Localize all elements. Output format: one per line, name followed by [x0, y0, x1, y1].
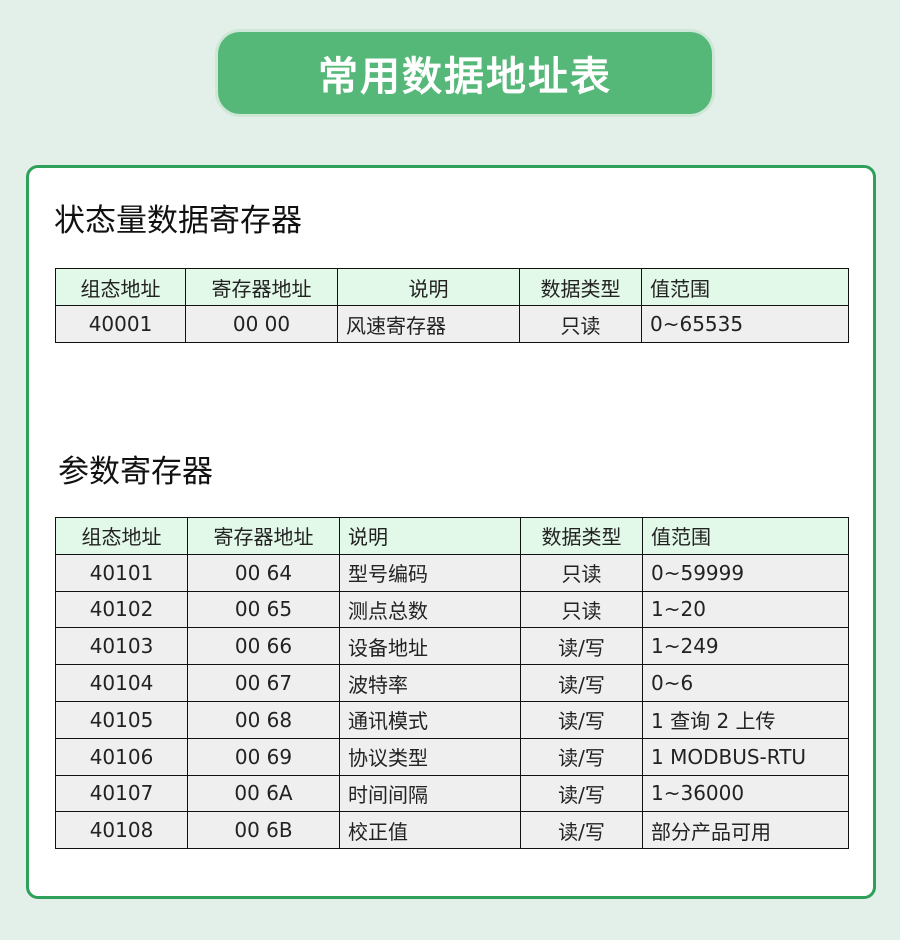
- table-cell: 00 6B: [187, 811, 340, 850]
- table-cell: 1 MODBUS-RTU: [642, 737, 849, 776]
- table-cell: 00 67: [187, 664, 340, 702]
- param-section-heading: 参数寄存器: [58, 454, 213, 490]
- page-title: 常用数据地址表: [218, 32, 712, 114]
- column-header: 组态地址: [55, 517, 188, 555]
- table-cell: 0~65535: [641, 305, 849, 343]
- column-header: 寄存器地址: [185, 268, 338, 306]
- table-cell: 读/写: [520, 627, 643, 666]
- column-header: 寄存器地址: [187, 517, 340, 555]
- table-cell: 校正值: [339, 811, 521, 850]
- table-header-row: 组态地址 寄存器地址 说明 数据类型 值范围: [55, 268, 849, 306]
- table-cell: 40101: [55, 553, 188, 592]
- table-cell: 40103: [55, 627, 188, 666]
- table-cell: 40107: [55, 774, 188, 813]
- status-register-table: 组态地址 寄存器地址 说明 数据类型 值范围 40001 00 00 风速寄存器 只读 0~655…: [55, 268, 849, 343]
- table-cell: 00 66: [187, 627, 340, 666]
- table-cell: 0~6: [642, 664, 849, 702]
- table-cell: 40108: [55, 811, 188, 850]
- table-cell: 风速寄存器: [337, 305, 520, 343]
- table-row: 40104 00 67 波特率 读/写 0~6: [55, 664, 849, 702]
- table-cell: 型号编码: [339, 553, 521, 592]
- table-cell: 协议类型: [339, 737, 521, 776]
- table-row: 40103 00 66 设备地址 读/写 1~249: [55, 627, 849, 666]
- table-cell: 读/写: [520, 737, 643, 776]
- table-row: 40102 00 65 测点总数 只读 1~20: [55, 590, 849, 629]
- column-header: 说明: [337, 268, 520, 306]
- table-cell: 1~36000: [642, 774, 849, 813]
- table-cell: 时间间隔: [339, 774, 521, 813]
- column-header: 值范围: [641, 268, 849, 306]
- table-row: 40106 00 69 协议类型 读/写 1 MODBUS-RTU: [55, 737, 849, 776]
- table-cell: 40001: [55, 305, 186, 343]
- table-cell: 读/写: [520, 774, 643, 813]
- table-cell: 波特率: [339, 664, 521, 702]
- table-cell: 00 6A: [187, 774, 340, 813]
- table-header-row: 组态地址 寄存器地址 说明 数据类型 值范围: [55, 517, 849, 555]
- table-cell: 1 查询 2 上传: [642, 700, 849, 739]
- table-cell: 00 00: [185, 305, 338, 343]
- table-cell: 读/写: [520, 700, 643, 739]
- table-cell: 40104: [55, 664, 188, 702]
- table-cell: 0~59999: [642, 553, 849, 592]
- status-section-heading: 状态量数据寄存器: [54, 203, 302, 239]
- table-cell: 设备地址: [339, 627, 521, 666]
- column-header: 数据类型: [520, 517, 643, 555]
- table-cell: 通讯模式: [339, 700, 521, 739]
- table-row: 40001 00 00 风速寄存器 只读 0~65535: [55, 305, 849, 343]
- table-cell: 00 69: [187, 737, 340, 776]
- table-cell: 只读: [520, 553, 643, 592]
- table-cell: 读/写: [520, 664, 643, 702]
- table-cell: 00 64: [187, 553, 340, 592]
- table-cell: 00 65: [187, 590, 340, 629]
- table-cell: 只读: [520, 590, 643, 629]
- table-cell: 1~249: [642, 627, 849, 666]
- table-row: 40101 00 64 型号编码 只读 0~59999: [55, 553, 849, 592]
- column-header: 值范围: [642, 517, 849, 555]
- table-cell: 只读: [519, 305, 642, 343]
- table-cell: 40102: [55, 590, 188, 629]
- table-cell: 00 68: [187, 700, 340, 739]
- table-row: 40108 00 6B 校正值 读/写 部分产品可用: [55, 811, 849, 850]
- table-row: 40107 00 6A 时间间隔 读/写 1~36000: [55, 774, 849, 813]
- column-header: 组态地址: [55, 268, 186, 306]
- table-cell: 40105: [55, 700, 188, 739]
- table-cell: 测点总数: [339, 590, 521, 629]
- table-cell: 40106: [55, 737, 188, 776]
- table-cell: 1~20: [642, 590, 849, 629]
- column-header: 数据类型: [519, 268, 642, 306]
- table-cell: 读/写: [520, 811, 643, 850]
- table-row: 40105 00 68 通讯模式 读/写 1 查询 2 上传: [55, 700, 849, 739]
- column-header: 说明: [339, 517, 521, 555]
- param-register-table: 组态地址 寄存器地址 说明 数据类型 值范围 40101 00 64 型号编码 只读 0~5999…: [55, 517, 849, 850]
- table-cell: 部分产品可用: [642, 811, 849, 850]
